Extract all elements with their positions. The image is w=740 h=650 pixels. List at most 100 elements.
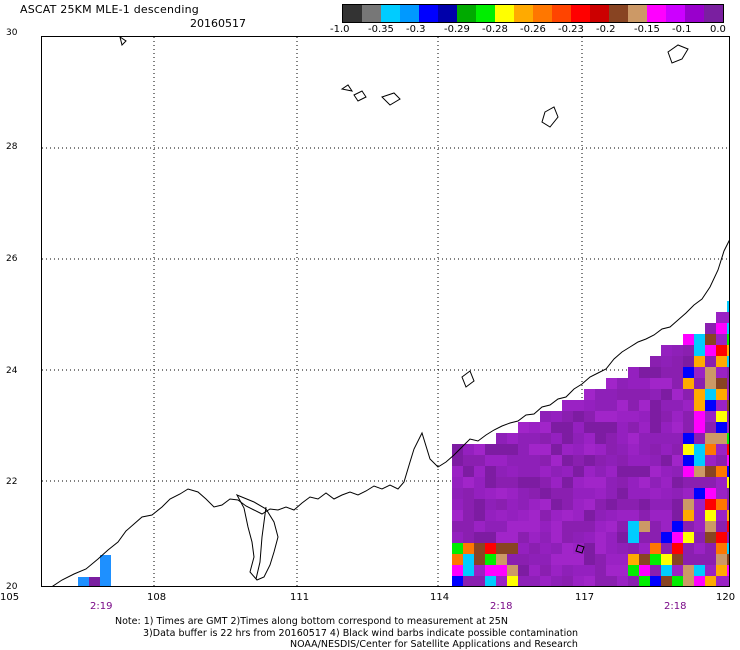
wind-cell [562,532,573,543]
wind-cell [683,455,694,466]
wind-cell [529,499,540,510]
wind-cell [584,521,595,532]
wind-cell [573,488,584,499]
wind-cell [562,510,573,521]
coastline-island-1 [381,92,401,106]
wind-cell [705,411,716,422]
wind-cell [573,576,584,586]
wind-cell [716,521,727,532]
wind-cell [595,532,606,543]
wind-cell [507,477,518,488]
wind-cell [463,488,474,499]
wind-cell [507,554,518,565]
color-swatch [552,5,571,22]
wind-cell [727,411,729,422]
wind-cell [529,576,540,586]
wind-cell [683,345,694,356]
map-date: 20160517 [190,17,246,30]
wind-cell [584,400,595,411]
wind-cell [606,510,617,521]
lat-label-24: 24 [6,366,18,376]
wind-cell [650,554,661,565]
coastline-leizhou [255,506,267,580]
wind-cell [529,543,540,554]
wind-cell [78,577,89,586]
color-scale-label: -0.1 [672,24,692,35]
wind-cell [639,411,650,422]
wind-cell [694,400,705,411]
wind-cell [650,532,661,543]
wind-cell [573,444,584,455]
wind-cell [650,400,661,411]
wind-cell [639,554,650,565]
color-scale-label: -0.2 [596,24,616,35]
color-scale-labels: -1.0 -0.35 -0.3 -0.29 -0.28 -0.26 -0.23 -0.2 -0.… [330,24,730,36]
wind-cell [716,554,727,565]
wind-cell [463,455,474,466]
wind-cell [595,510,606,521]
wind-cell [661,510,672,521]
wind-cell [705,510,716,521]
wind-cell [639,433,650,444]
wind-cell [485,521,496,532]
wind-cell [540,422,551,433]
wind-cell [551,543,562,554]
wind-cell [628,565,639,576]
wind-cell [474,554,485,565]
wind-cell [573,433,584,444]
wind-cell [595,466,606,477]
wind-cell [617,477,628,488]
wind-cell [463,521,474,532]
wind-cell [529,444,540,455]
wind-cell [617,422,628,433]
wind-cell [452,466,463,477]
note-line-1: Note: 1) Times are GMT 2)Times along bot… [115,616,508,627]
wind-cell [452,455,463,466]
wind-cell [606,389,617,400]
wind-cell [639,455,650,466]
wind-cell [727,422,729,433]
wind-cell [672,576,683,586]
wind-cell [716,444,727,455]
wind-cell [683,488,694,499]
wind-cell [694,510,705,521]
wind-cell [716,312,727,323]
wind-cell [463,466,474,477]
wind-cell [518,499,529,510]
wind-cell [584,554,595,565]
wind-cell [474,576,485,586]
wind-cell [551,565,562,576]
wind-cell [661,422,672,433]
wind-cell [452,576,463,586]
wind-cell [727,345,729,356]
wind-cell [507,466,518,477]
wind-cell [529,433,540,444]
wind-cell [584,565,595,576]
wind-cell [705,466,716,477]
wind-cell [683,422,694,433]
wind-cell [529,488,540,499]
lon-label-117: 117 [575,592,595,603]
wind-cell [683,378,694,389]
wind-cell [628,521,639,532]
wind-cell [540,532,551,543]
wind-cell [672,345,683,356]
wind-cell [683,477,694,488]
wind-cell [683,576,694,586]
wind-cell [606,422,617,433]
wind-cell [529,455,540,466]
wind-cell [551,444,562,455]
wind-cell [650,466,661,477]
wind-cell [672,444,683,455]
wind-cell [661,543,672,554]
wind-cell [573,565,584,576]
wind-cell [716,510,727,521]
wind-cell [694,433,705,444]
coastline-island-8 [575,544,585,554]
wind-cell [573,532,584,543]
wind-cell [727,510,729,521]
color-swatch [628,5,647,22]
wind-cell [672,477,683,488]
wind-cell [727,367,729,378]
wind-cell [485,510,496,521]
